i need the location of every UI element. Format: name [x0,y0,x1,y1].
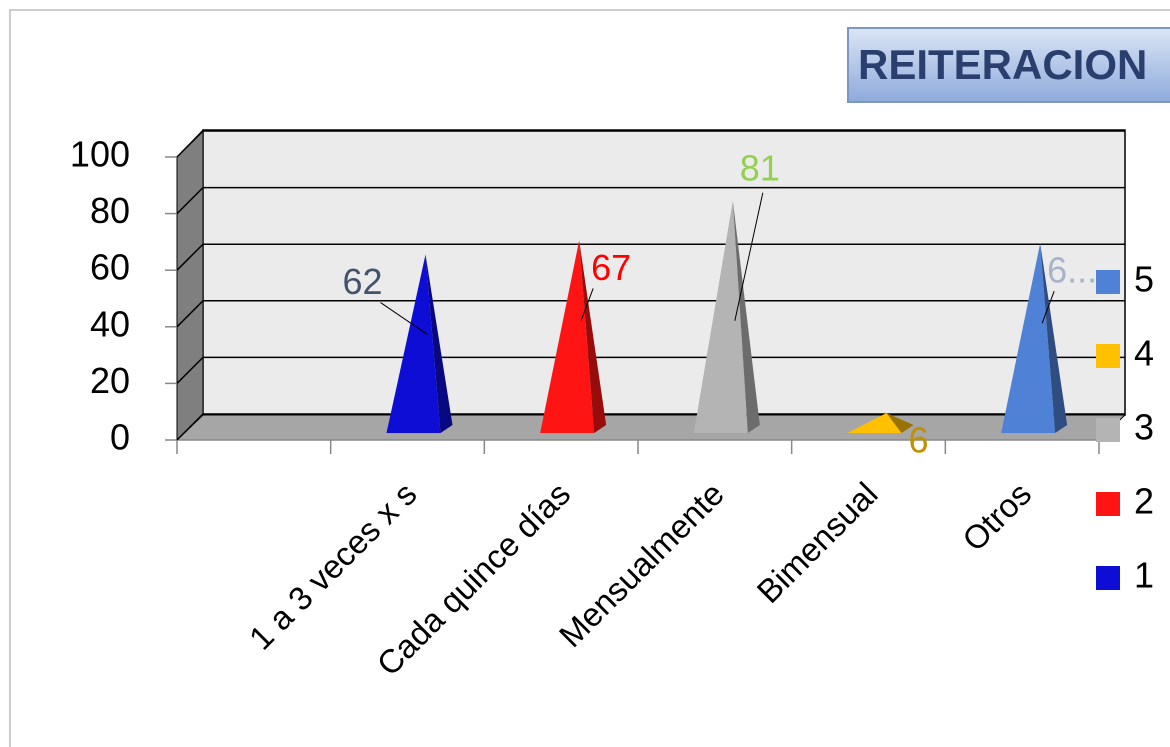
side-wall [176,128,204,442]
y-tick-label: 40 [90,303,130,344]
floor [175,414,1127,441]
y-tick-label: 100 [70,134,130,175]
value-label: 81 [740,147,780,188]
cone-shade [425,254,453,433]
grid-line [176,130,1125,158]
value-label: 6... [1047,250,1097,291]
cone-shade [886,413,914,433]
y-tick-label: 0 [110,417,130,458]
plot-area [175,128,1127,442]
cone-shade [579,240,607,433]
grid-line [176,186,1125,215]
cone [693,200,748,433]
cone-shade [1040,243,1068,433]
legend-swatch [1096,492,1120,516]
legend-swatch [1096,418,1120,442]
legend-label: 3 [1134,407,1154,448]
leader-line [380,302,428,335]
value-label: 6 [908,420,928,461]
grid-line [176,413,1125,441]
title-box [847,27,1170,103]
value-label: 67 [591,247,631,288]
back-wall [202,129,1126,416]
chart-title: REITERACION [858,41,1147,88]
value-label: 62 [342,261,382,302]
grid-line [176,243,1125,271]
legend-label: 4 [1134,333,1154,374]
legend-label: 1 [1134,555,1154,596]
legend-label: 5 [1134,259,1154,300]
legend-swatch [1096,566,1120,590]
cone [847,413,902,433]
y-tick-label: 60 [90,247,130,288]
cone [386,254,441,433]
y-tick-label: 80 [90,190,130,231]
cone [1001,243,1056,433]
leader-line [734,192,764,321]
grid-line [176,356,1125,384]
y-tick-label: 20 [90,360,130,401]
legend-label: 2 [1134,481,1154,522]
cone [540,240,595,433]
legend-swatch [1096,270,1120,294]
legend-swatch [1096,344,1120,368]
cone-shade [732,200,760,433]
leader-line [580,288,594,321]
leader-line [1041,291,1055,324]
grid-line [176,300,1125,328]
